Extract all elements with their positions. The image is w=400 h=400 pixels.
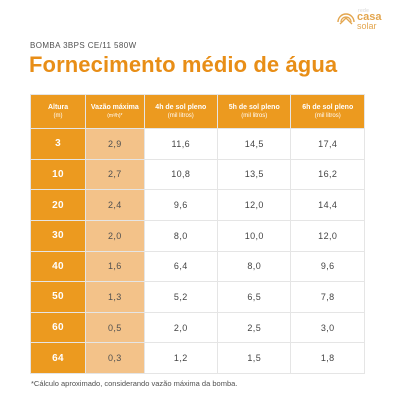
logo-line1: casa [357, 11, 382, 23]
cell-5h: 2,5 [217, 311, 292, 344]
cell-vazao: 1,6 [85, 250, 145, 283]
cell-4h: 9,6 [143, 189, 219, 221]
page-title: Fornecimento médio de água [29, 52, 338, 77]
table-row: 30 2,0 8,0 10,0 12,0 [29, 219, 365, 252]
footnote: *Cálculo aproximado, considerando vazão … [31, 379, 238, 388]
cell-4h: 6,4 [143, 250, 219, 283]
table-row: 40 1,6 6,4 8,0 9,6 [29, 250, 365, 283]
cell-5h: 1,5 [217, 342, 292, 374]
cell-5h: 14,5 [217, 128, 292, 160]
cell-altura: 20 [29, 189, 87, 221]
cell-5h: 8,0 [217, 250, 292, 283]
cell-4h: 8,0 [143, 219, 219, 252]
cell-vazao: 1,3 [85, 281, 145, 313]
cell-altura: 40 [29, 250, 87, 283]
cell-vazao: 2,9 [85, 128, 145, 160]
cell-6h: 14,4 [290, 189, 365, 221]
cell-vazao: 0,3 [85, 342, 145, 374]
sun-house-icon [337, 13, 355, 25]
cell-4h: 2,0 [143, 311, 219, 344]
cell-5h: 12,0 [217, 189, 292, 221]
cell-5h: 6,5 [217, 281, 292, 313]
cell-6h: 9,6 [290, 250, 365, 283]
cell-vazao: 2,7 [85, 158, 145, 191]
cell-altura: 64 [29, 342, 87, 374]
table-row: 10 2,7 10,8 13,5 16,2 [29, 158, 365, 191]
cell-4h: 11,6 [143, 128, 219, 160]
cell-altura: 60 [29, 311, 87, 344]
cell-6h: 3,0 [290, 311, 365, 344]
cell-4h: 1,2 [143, 342, 219, 374]
header-vazao: Vazão máxima (m³/h)* [85, 94, 145, 129]
table-row: 3 2,9 11,6 14,5 17,4 [29, 128, 365, 160]
cell-5h: 10,0 [217, 219, 292, 252]
water-supply-table: Altura (m) Vazão máxima (m³/h)* 4h de sol … [29, 94, 365, 374]
casa-solar-logo: rede casa solar [336, 6, 396, 36]
cell-6h: 1,8 [290, 342, 365, 374]
cell-altura: 50 [29, 281, 87, 313]
table-row: 60 0,5 2,0 2,5 3,0 [29, 311, 365, 344]
logo-small-text: rede [358, 8, 370, 14]
cell-6h: 17,4 [290, 128, 365, 160]
cell-vazao: 0,5 [85, 311, 145, 344]
cell-5h: 13,5 [217, 158, 292, 191]
table-header-row: Altura (m) Vazão máxima (m³/h)* 4h de sol … [29, 94, 365, 129]
table-row: 50 1,3 5,2 6,5 7,8 [29, 281, 365, 313]
table-row: 64 0,3 1,2 1,5 1,8 [29, 342, 365, 374]
table-row: 20 2,4 9,6 12,0 14,4 [29, 189, 365, 221]
logo-line2: solar [357, 21, 377, 31]
cell-vazao: 2,0 [85, 219, 145, 252]
header-4h: 4h de sol pleno (mil litros) [143, 94, 219, 129]
cell-6h: 7,8 [290, 281, 365, 313]
header-5h: 5h de sol pleno (mil litros) [217, 94, 292, 129]
cell-altura: 3 [29, 128, 87, 160]
cell-vazao: 2,4 [85, 189, 145, 221]
cell-altura: 30 [29, 219, 87, 252]
cell-6h: 16,2 [290, 158, 365, 191]
cell-4h: 10,8 [143, 158, 219, 191]
cell-6h: 12,0 [290, 219, 365, 252]
header-altura: Altura (m) [29, 94, 87, 129]
cell-altura: 10 [29, 158, 87, 191]
pump-model-subtitle: BOMBA 3BPS CE/11 580W [30, 41, 137, 50]
cell-4h: 5,2 [143, 281, 219, 313]
header-6h: 6h de sol pleno (mil litros) [290, 94, 365, 129]
